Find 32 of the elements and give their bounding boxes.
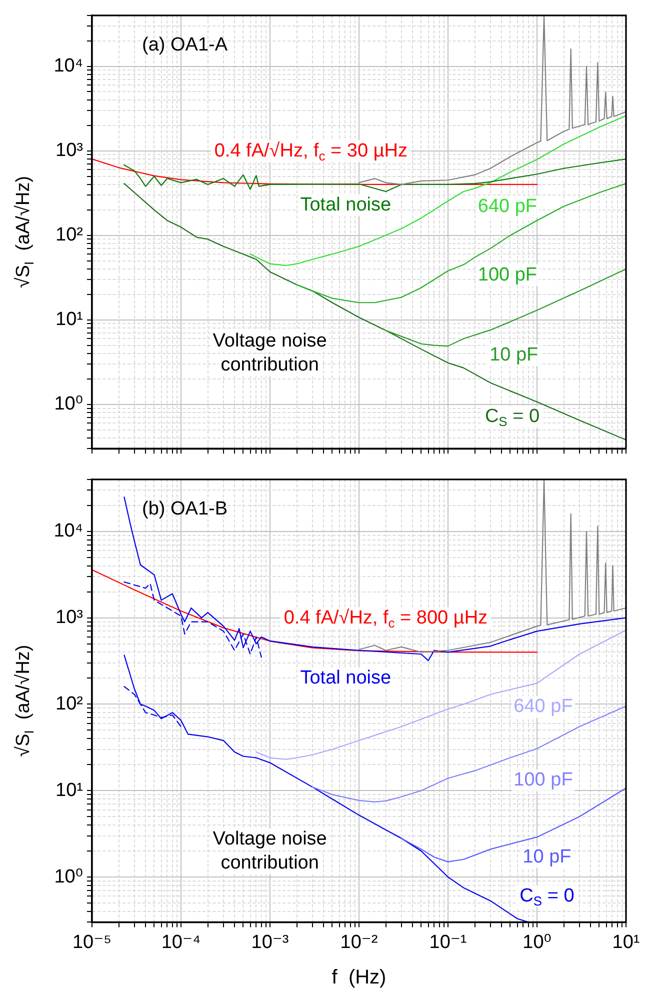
x-tick-label: 10⁻³: [251, 932, 289, 953]
y-tick-label: 10¹: [56, 780, 83, 801]
series-label: 640 pF: [514, 696, 573, 718]
x-tick-label: 10⁰: [522, 932, 552, 953]
series-label: Total noise: [300, 668, 392, 689]
y-axis-title: √SI (aA/√Hz): [13, 644, 36, 757]
text: (b) OA1-B: [142, 498, 228, 520]
x-tick-label: 10⁻¹: [429, 932, 467, 953]
series-label: 10 pF: [490, 344, 538, 366]
text: (a) OA1-A: [142, 34, 228, 56]
y-tick-label: 10⁰: [54, 394, 83, 415]
y-tick-label: 10⁰: [54, 866, 83, 888]
y-tick-label: 10¹: [56, 309, 83, 330]
series-label: Total noise: [300, 194, 392, 216]
annotation: Voltage noise contribution: [212, 330, 327, 376]
x-axis-title: f (Hz): [332, 966, 386, 989]
y-tick-label: 10³: [56, 607, 83, 628]
y-tick-label: 10²: [56, 224, 83, 246]
y-axis-title: √SI (aA/√Hz): [13, 176, 36, 288]
y-tick-label: 10³: [56, 140, 83, 162]
y-tick-label: 10⁴: [54, 520, 83, 542]
series-label: 10 pF: [522, 846, 572, 868]
y-tick-label: 10²: [56, 693, 83, 714]
series-label: 100 pF: [478, 264, 538, 286]
x-tick-label: 10⁻⁵: [72, 932, 112, 953]
x-tick-label: 10⁻²: [340, 932, 378, 953]
annotation: Voltage noise contribution: [212, 828, 327, 874]
series-label: 100 pF: [514, 770, 573, 791]
series-label: 640 pF: [478, 196, 538, 217]
x-tick-label: 10¹: [612, 932, 640, 953]
y-tick-label: 10⁴: [54, 56, 83, 77]
x-tick-label: 10⁻⁴: [161, 932, 201, 953]
